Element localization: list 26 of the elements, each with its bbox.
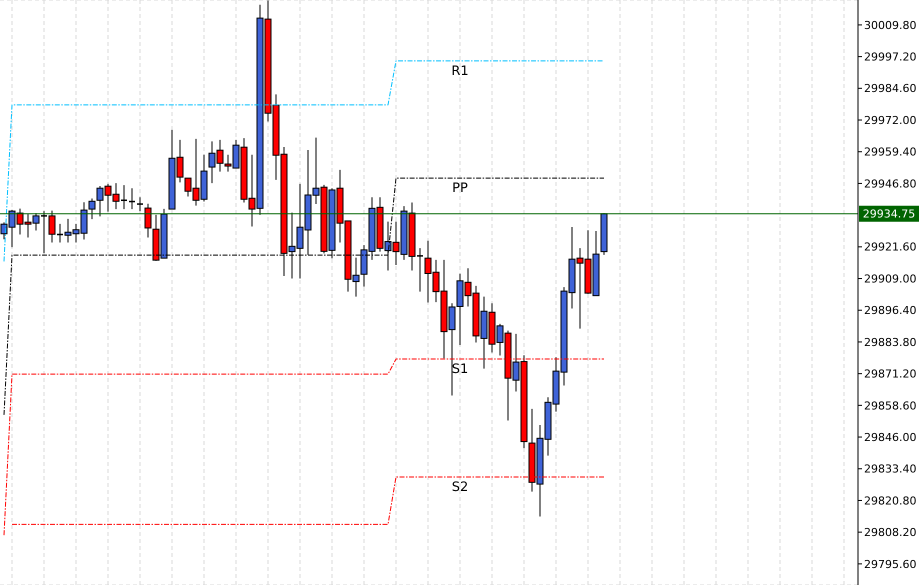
y-tick-label: 29896.40 — [864, 304, 916, 318]
y-tick-label: 29972.00 — [864, 114, 916, 127]
candlestick — [136, 196, 144, 212]
y-tick-label: 29984.60 — [864, 82, 916, 96]
series-label: R1 — [451, 64, 469, 79]
y-tick-label: 29858.60 — [864, 399, 916, 412]
y-tick-label: 30009.80 — [864, 18, 916, 32]
candlestick — [128, 188, 136, 210]
y-tick-label: 29921.60 — [864, 240, 916, 254]
y-tick-label: 29808.20 — [864, 526, 916, 540]
y-tick-label: 29959.40 — [864, 146, 916, 159]
series-label: S2 — [452, 480, 468, 496]
ref-line-label: 29934.75 — [862, 208, 916, 221]
y-tick-label: 29997.20 — [864, 50, 916, 64]
y-tick-label: 29909.00 — [864, 272, 916, 286]
y-tick-label: 29871.20 — [864, 368, 916, 381]
y-tick-label: 29846.00 — [864, 430, 916, 444]
series-label: S1 — [452, 362, 468, 378]
candlestick — [88, 198, 96, 220]
y-tick-label: 29795.60 — [864, 558, 916, 571]
y-tick-label: 29820.80 — [864, 494, 916, 508]
series-label: PP — [452, 181, 468, 196]
y-tick-label: 29883.80 — [864, 336, 916, 349]
y-tick-label: 29833.40 — [864, 462, 916, 476]
y-tick-label: 29946.80 — [864, 177, 916, 190]
candlestick — [144, 203, 152, 238]
